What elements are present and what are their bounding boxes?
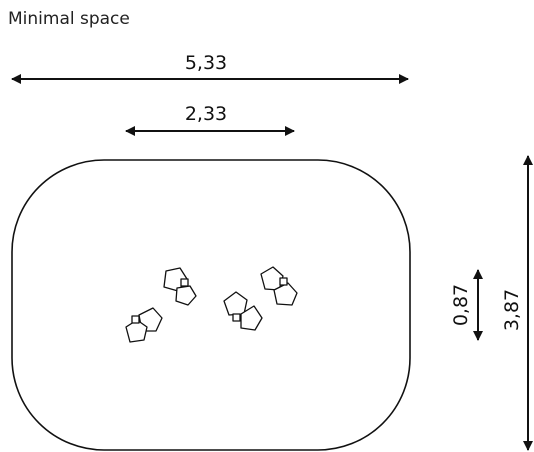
seat-group-left-upper: [163, 267, 197, 306]
inner-depth-label: 0,87: [450, 284, 472, 326]
overall-width-dimension: 5,33: [11, 52, 409, 84]
pentagon-pad-icon: [240, 305, 263, 331]
seat-group-left-lower: [125, 307, 163, 343]
square-post-icon: [180, 278, 189, 287]
inner-width-label: 2,33: [185, 103, 227, 125]
overall-depth-dimension: 3,87: [501, 155, 533, 451]
inner-depth-dimension: 0,87: [450, 269, 483, 341]
minimal-space-outline: [11, 159, 411, 451]
square-post-icon: [232, 313, 241, 322]
overall-depth-label: 3,87: [501, 289, 523, 331]
diagram-title: Minimal space: [8, 9, 130, 29]
overall-width-label: 5,33: [185, 52, 227, 74]
inner-width-dimension: 2,33: [125, 103, 295, 136]
seat-group-center: [223, 291, 263, 331]
square-post-icon: [131, 315, 140, 324]
seat-group-right: [260, 266, 298, 306]
square-post-icon: [279, 277, 288, 286]
pentagon-pad-icon: [175, 285, 197, 306]
pentagon-pad-icon: [223, 291, 248, 316]
